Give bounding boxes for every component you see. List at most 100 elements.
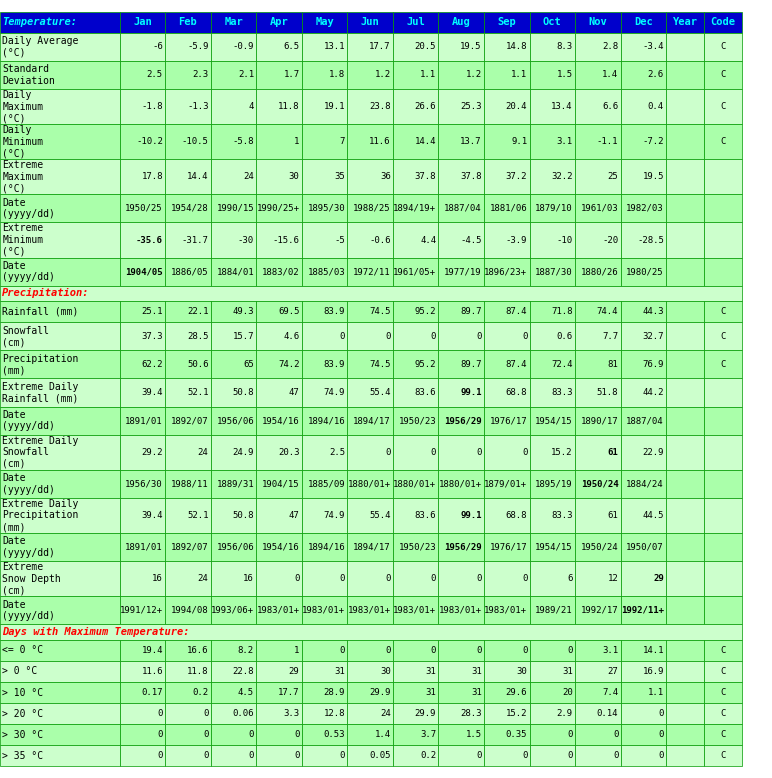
Text: C: C	[720, 42, 726, 51]
Text: 1.2: 1.2	[374, 71, 391, 79]
Text: 0: 0	[522, 752, 527, 760]
Bar	[165, 61, 211, 89]
Text: 29: 29	[653, 574, 664, 584]
Bar	[393, 703, 438, 724]
Bar	[530, 301, 575, 322]
Text: 16.9: 16.9	[642, 667, 664, 676]
Text: 19.5: 19.5	[460, 42, 482, 51]
Text: 2.1: 2.1	[238, 71, 254, 79]
Text: Temperature:: Temperature:	[2, 17, 77, 27]
Bar	[393, 61, 438, 89]
Text: 0: 0	[203, 731, 208, 739]
Bar	[256, 470, 302, 498]
Text: 0: 0	[431, 574, 436, 584]
Bar	[704, 258, 742, 286]
Text: 74.9: 74.9	[323, 388, 345, 397]
Bar	[704, 640, 742, 661]
Text: 13.7: 13.7	[460, 137, 482, 146]
Bar	[666, 194, 704, 223]
Bar	[347, 745, 393, 766]
Bar	[302, 498, 347, 533]
Bar	[347, 533, 393, 561]
Bar	[666, 682, 704, 703]
Text: 2.9: 2.9	[557, 709, 573, 718]
Bar	[666, 33, 704, 61]
Bar	[0, 407, 120, 435]
Text: 0: 0	[522, 331, 527, 341]
Bar	[120, 533, 165, 561]
Bar	[120, 703, 165, 724]
Text: 61: 61	[608, 448, 618, 457]
Bar	[120, 194, 165, 223]
Text: 83.3: 83.3	[551, 511, 573, 520]
Bar	[666, 745, 704, 766]
Text: 0: 0	[613, 752, 618, 760]
Bar	[530, 498, 575, 533]
Text: 3.3: 3.3	[283, 709, 300, 718]
Bar	[621, 61, 666, 89]
Bar	[666, 596, 704, 625]
Text: C: C	[720, 646, 726, 655]
Text: C: C	[720, 137, 726, 146]
Text: Aug: Aug	[452, 17, 471, 27]
Text: 12.8: 12.8	[323, 709, 345, 718]
Bar	[484, 12, 530, 33]
Text: -35.6: -35.6	[136, 236, 163, 244]
Text: Date
(yyyy/dd): Date (yyyy/dd)	[2, 198, 55, 219]
Bar	[704, 470, 742, 498]
Bar	[0, 350, 120, 378]
Text: 1990/25+: 1990/25+	[256, 204, 300, 213]
Text: -1.1: -1.1	[597, 137, 618, 146]
Text: 0: 0	[522, 448, 527, 457]
Text: 20.5: 20.5	[415, 42, 436, 51]
Bar	[347, 661, 393, 682]
Bar	[575, 12, 621, 33]
Bar	[575, 596, 621, 625]
Bar	[666, 470, 704, 498]
Text: 1883/02: 1883/02	[262, 267, 300, 276]
Bar	[438, 258, 484, 286]
Bar	[302, 350, 347, 378]
Text: 24: 24	[198, 574, 208, 584]
Text: 81: 81	[608, 360, 618, 369]
Text: 13.4: 13.4	[551, 102, 573, 111]
Text: 1879/10: 1879/10	[535, 204, 573, 213]
Bar	[530, 33, 575, 61]
Text: 1950/23: 1950/23	[398, 416, 436, 425]
Text: Nov: Nov	[588, 17, 608, 27]
Text: 72.4: 72.4	[551, 360, 573, 369]
Bar	[438, 435, 484, 470]
Text: 1956/06: 1956/06	[216, 542, 254, 552]
Bar	[256, 435, 302, 470]
Bar	[302, 470, 347, 498]
Bar	[666, 301, 704, 322]
Bar	[302, 159, 347, 194]
Text: 4.6: 4.6	[283, 331, 300, 341]
Text: 0: 0	[659, 752, 664, 760]
Text: 17.8: 17.8	[141, 172, 163, 181]
Text: Date
(yyyy/dd): Date (yyyy/dd)	[2, 410, 55, 432]
Text: 1972/11: 1972/11	[353, 267, 391, 276]
Text: > 20 °C: > 20 °C	[2, 709, 43, 719]
Bar	[393, 12, 438, 33]
Bar	[484, 724, 530, 745]
Text: 1983/01+: 1983/01+	[438, 606, 482, 615]
Text: Rainfall (mm): Rainfall (mm)	[2, 307, 79, 317]
Bar	[120, 596, 165, 625]
Bar	[704, 682, 742, 703]
Bar	[621, 724, 666, 745]
Bar	[211, 435, 256, 470]
Text: Extreme Daily
Snowfall
(cm): Extreme Daily Snowfall (cm)	[2, 436, 79, 469]
Bar	[575, 498, 621, 533]
Bar	[302, 223, 347, 258]
Text: -10.2: -10.2	[136, 137, 163, 146]
Bar	[120, 61, 165, 89]
Bar	[530, 561, 575, 596]
Text: C: C	[720, 331, 726, 341]
Text: 39.4: 39.4	[141, 388, 163, 397]
Bar	[484, 703, 530, 724]
Bar	[256, 124, 302, 159]
Text: 1956/29: 1956/29	[444, 416, 482, 425]
Text: 9.1: 9.1	[511, 137, 527, 146]
Bar	[575, 407, 621, 435]
